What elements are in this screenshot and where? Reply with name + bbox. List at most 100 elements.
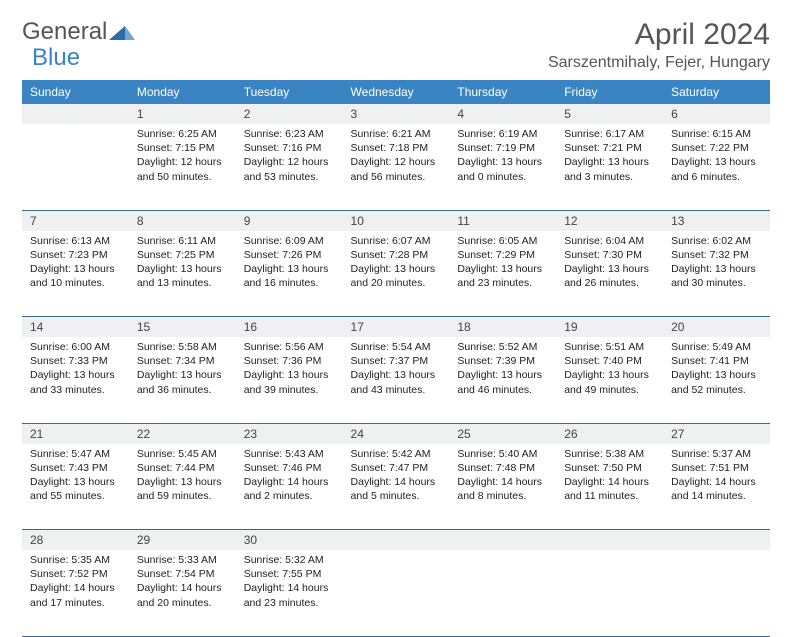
- day-cell-body: Sunrise: 5:51 AMSunset: 7:40 PMDaylight:…: [556, 337, 663, 403]
- daylight-text: Daylight: 14 hours and 17 minutes.: [30, 581, 121, 609]
- day-number: 30: [236, 530, 343, 551]
- day-cell: Sunrise: 6:04 AMSunset: 7:30 PMDaylight:…: [556, 231, 663, 317]
- day-number: 16: [236, 317, 343, 338]
- logo-triangle-icon: [109, 22, 135, 42]
- week-row: Sunrise: 5:47 AMSunset: 7:43 PMDaylight:…: [22, 444, 770, 530]
- sunrise-text: Sunrise: 6:00 AM: [30, 340, 121, 354]
- day-number: 7: [22, 210, 129, 231]
- day-cell: Sunrise: 5:58 AMSunset: 7:34 PMDaylight:…: [129, 337, 236, 423]
- day-number: [663, 530, 770, 551]
- sunset-text: Sunset: 7:28 PM: [351, 248, 442, 262]
- weekday-header: Friday: [556, 80, 663, 104]
- day-number: 24: [343, 423, 450, 444]
- day-number: 14: [22, 317, 129, 338]
- day-cell-body: Sunrise: 6:11 AMSunset: 7:25 PMDaylight:…: [129, 231, 236, 297]
- location: Sarszentmihaly, Fejer, Hungary: [548, 54, 770, 72]
- daylight-text: Daylight: 13 hours and 59 minutes.: [137, 475, 228, 503]
- day-cell: Sunrise: 5:51 AMSunset: 7:40 PMDaylight:…: [556, 337, 663, 423]
- day-number-row: 123456: [22, 104, 770, 124]
- day-cell-body: Sunrise: 5:35 AMSunset: 7:52 PMDaylight:…: [22, 550, 129, 616]
- daylight-text: Daylight: 13 hours and 52 minutes.: [671, 368, 762, 396]
- day-cell: Sunrise: 5:47 AMSunset: 7:43 PMDaylight:…: [22, 444, 129, 530]
- day-number: 8: [129, 210, 236, 231]
- sunset-text: Sunset: 7:16 PM: [244, 141, 335, 155]
- daylight-text: Daylight: 13 hours and 46 minutes.: [457, 368, 548, 396]
- sunrise-text: Sunrise: 6:17 AM: [564, 127, 655, 141]
- sunrise-text: Sunrise: 6:02 AM: [671, 234, 762, 248]
- day-number: 15: [129, 317, 236, 338]
- daylight-text: Daylight: 13 hours and 33 minutes.: [30, 368, 121, 396]
- week-row: Sunrise: 6:13 AMSunset: 7:23 PMDaylight:…: [22, 231, 770, 317]
- day-cell: Sunrise: 5:49 AMSunset: 7:41 PMDaylight:…: [663, 337, 770, 423]
- day-cell: Sunrise: 5:35 AMSunset: 7:52 PMDaylight:…: [22, 550, 129, 636]
- sunset-text: Sunset: 7:30 PM: [564, 248, 655, 262]
- day-number: 18: [449, 317, 556, 338]
- day-cell-body: Sunrise: 5:54 AMSunset: 7:37 PMDaylight:…: [343, 337, 450, 403]
- sunset-text: Sunset: 7:23 PM: [30, 248, 121, 262]
- week-row: Sunrise: 6:25 AMSunset: 7:15 PMDaylight:…: [22, 124, 770, 210]
- day-number: 2: [236, 104, 343, 124]
- sunrise-text: Sunrise: 6:04 AM: [564, 234, 655, 248]
- day-cell-body: Sunrise: 6:19 AMSunset: 7:19 PMDaylight:…: [449, 124, 556, 190]
- sunset-text: Sunset: 7:52 PM: [30, 567, 121, 581]
- day-number: 1: [129, 104, 236, 124]
- weekday-header: Thursday: [449, 80, 556, 104]
- sunset-text: Sunset: 7:21 PM: [564, 141, 655, 155]
- weekday-header-row: Sunday Monday Tuesday Wednesday Thursday…: [22, 80, 770, 104]
- day-number: 9: [236, 210, 343, 231]
- sunrise-text: Sunrise: 6:23 AM: [244, 127, 335, 141]
- sunrise-text: Sunrise: 5:32 AM: [244, 553, 335, 567]
- day-cell-body: Sunrise: 6:21 AMSunset: 7:18 PMDaylight:…: [343, 124, 450, 190]
- day-cell: Sunrise: 5:54 AMSunset: 7:37 PMDaylight:…: [343, 337, 450, 423]
- daylight-text: Daylight: 13 hours and 30 minutes.: [671, 262, 762, 290]
- day-cell: Sunrise: 5:43 AMSunset: 7:46 PMDaylight:…: [236, 444, 343, 530]
- day-cell: [449, 550, 556, 636]
- day-cell: Sunrise: 5:42 AMSunset: 7:47 PMDaylight:…: [343, 444, 450, 530]
- sunrise-text: Sunrise: 5:33 AM: [137, 553, 228, 567]
- sunset-text: Sunset: 7:43 PM: [30, 461, 121, 475]
- day-cell-body: Sunrise: 5:58 AMSunset: 7:34 PMDaylight:…: [129, 337, 236, 403]
- day-number: [22, 104, 129, 124]
- sunrise-text: Sunrise: 6:15 AM: [671, 127, 762, 141]
- day-cell: [22, 124, 129, 210]
- day-number: [449, 530, 556, 551]
- sunrise-text: Sunrise: 6:09 AM: [244, 234, 335, 248]
- daylight-text: Daylight: 14 hours and 23 minutes.: [244, 581, 335, 609]
- daylight-text: Daylight: 13 hours and 20 minutes.: [351, 262, 442, 290]
- sunset-text: Sunset: 7:18 PM: [351, 141, 442, 155]
- sunrise-text: Sunrise: 5:52 AM: [457, 340, 548, 354]
- day-cell-body: Sunrise: 5:33 AMSunset: 7:54 PMDaylight:…: [129, 550, 236, 616]
- day-cell-body: Sunrise: 6:02 AMSunset: 7:32 PMDaylight:…: [663, 231, 770, 297]
- daylight-text: Daylight: 13 hours and 39 minutes.: [244, 368, 335, 396]
- sunrise-text: Sunrise: 5:49 AM: [671, 340, 762, 354]
- week-row: Sunrise: 5:35 AMSunset: 7:52 PMDaylight:…: [22, 550, 770, 636]
- day-cell: Sunrise: 6:17 AMSunset: 7:21 PMDaylight:…: [556, 124, 663, 210]
- sunrise-text: Sunrise: 5:51 AM: [564, 340, 655, 354]
- sunset-text: Sunset: 7:54 PM: [137, 567, 228, 581]
- sunrise-text: Sunrise: 5:43 AM: [244, 447, 335, 461]
- day-number: 26: [556, 423, 663, 444]
- day-number: 23: [236, 423, 343, 444]
- day-cell: Sunrise: 6:11 AMSunset: 7:25 PMDaylight:…: [129, 231, 236, 317]
- day-cell-body: Sunrise: 5:43 AMSunset: 7:46 PMDaylight:…: [236, 444, 343, 510]
- sunset-text: Sunset: 7:22 PM: [671, 141, 762, 155]
- day-number-row: 282930: [22, 530, 770, 551]
- day-cell: [556, 550, 663, 636]
- weekday-header: Saturday: [663, 80, 770, 104]
- day-cell-body: Sunrise: 6:15 AMSunset: 7:22 PMDaylight:…: [663, 124, 770, 190]
- sunset-text: Sunset: 7:48 PM: [457, 461, 548, 475]
- sunset-text: Sunset: 7:33 PM: [30, 354, 121, 368]
- sunrise-text: Sunrise: 6:19 AM: [457, 127, 548, 141]
- sunrise-text: Sunrise: 5:45 AM: [137, 447, 228, 461]
- sunrise-text: Sunrise: 6:07 AM: [351, 234, 442, 248]
- daylight-text: Daylight: 13 hours and 55 minutes.: [30, 475, 121, 503]
- day-cell: [663, 550, 770, 636]
- day-cell: Sunrise: 6:25 AMSunset: 7:15 PMDaylight:…: [129, 124, 236, 210]
- logo: General: [22, 18, 111, 46]
- day-number: 10: [343, 210, 450, 231]
- day-cell-body: Sunrise: 6:17 AMSunset: 7:21 PMDaylight:…: [556, 124, 663, 190]
- day-cell-body: Sunrise: 5:56 AMSunset: 7:36 PMDaylight:…: [236, 337, 343, 403]
- daylight-text: Daylight: 14 hours and 14 minutes.: [671, 475, 762, 503]
- sunset-text: Sunset: 7:29 PM: [457, 248, 548, 262]
- day-cell-body: Sunrise: 6:25 AMSunset: 7:15 PMDaylight:…: [129, 124, 236, 190]
